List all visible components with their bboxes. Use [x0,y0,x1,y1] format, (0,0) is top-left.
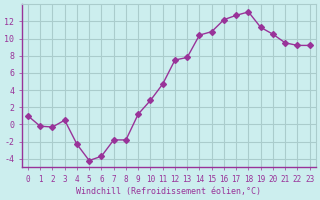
X-axis label: Windchill (Refroidissement éolien,°C): Windchill (Refroidissement éolien,°C) [76,187,261,196]
